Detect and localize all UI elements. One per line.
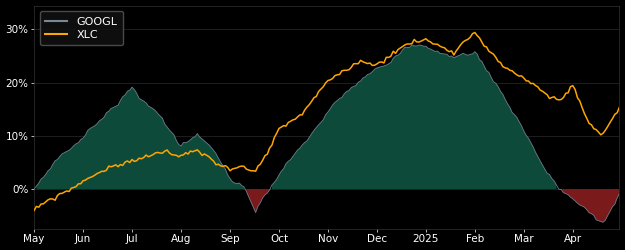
- Legend: GOOGL, XLC: GOOGL, XLC: [39, 11, 123, 45]
